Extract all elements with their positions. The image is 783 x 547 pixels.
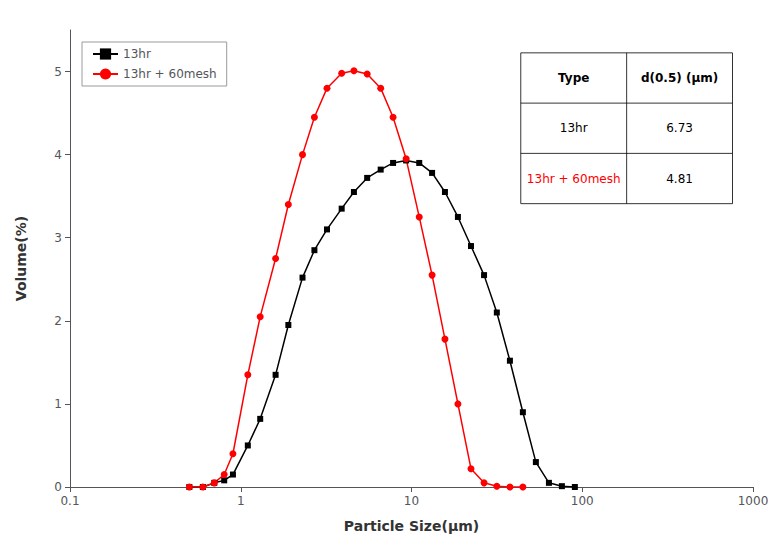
- svg-text:0: 0: [54, 480, 62, 494]
- svg-text:0.1: 0.1: [60, 494, 79, 508]
- svg-text:1: 1: [237, 494, 245, 508]
- svg-text:13hr + 60mesh: 13hr + 60mesh: [123, 67, 217, 81]
- svg-text:1: 1: [54, 397, 62, 411]
- svg-text:2: 2: [54, 314, 62, 328]
- svg-text:10: 10: [404, 494, 419, 508]
- svg-text:Volume(%): Volume(%): [13, 216, 29, 301]
- svg-text:13hr + 60mesh: 13hr + 60mesh: [527, 172, 621, 186]
- svg-text:4.81: 4.81: [666, 172, 693, 186]
- svg-text:1000: 1000: [738, 494, 769, 508]
- svg-text:13hr: 13hr: [560, 121, 588, 135]
- svg-text:Type: Type: [558, 71, 589, 85]
- svg-text:5: 5: [54, 65, 62, 79]
- svg-text:d(0.5) (μm): d(0.5) (μm): [641, 71, 718, 85]
- svg-text:100: 100: [571, 494, 594, 508]
- svg-text:3: 3: [54, 231, 62, 245]
- svg-text:4: 4: [54, 148, 62, 162]
- svg-text:Particle Size(μm): Particle Size(μm): [344, 518, 479, 534]
- svg-text:13hr: 13hr: [123, 47, 151, 61]
- svg-text:6.73: 6.73: [666, 121, 693, 135]
